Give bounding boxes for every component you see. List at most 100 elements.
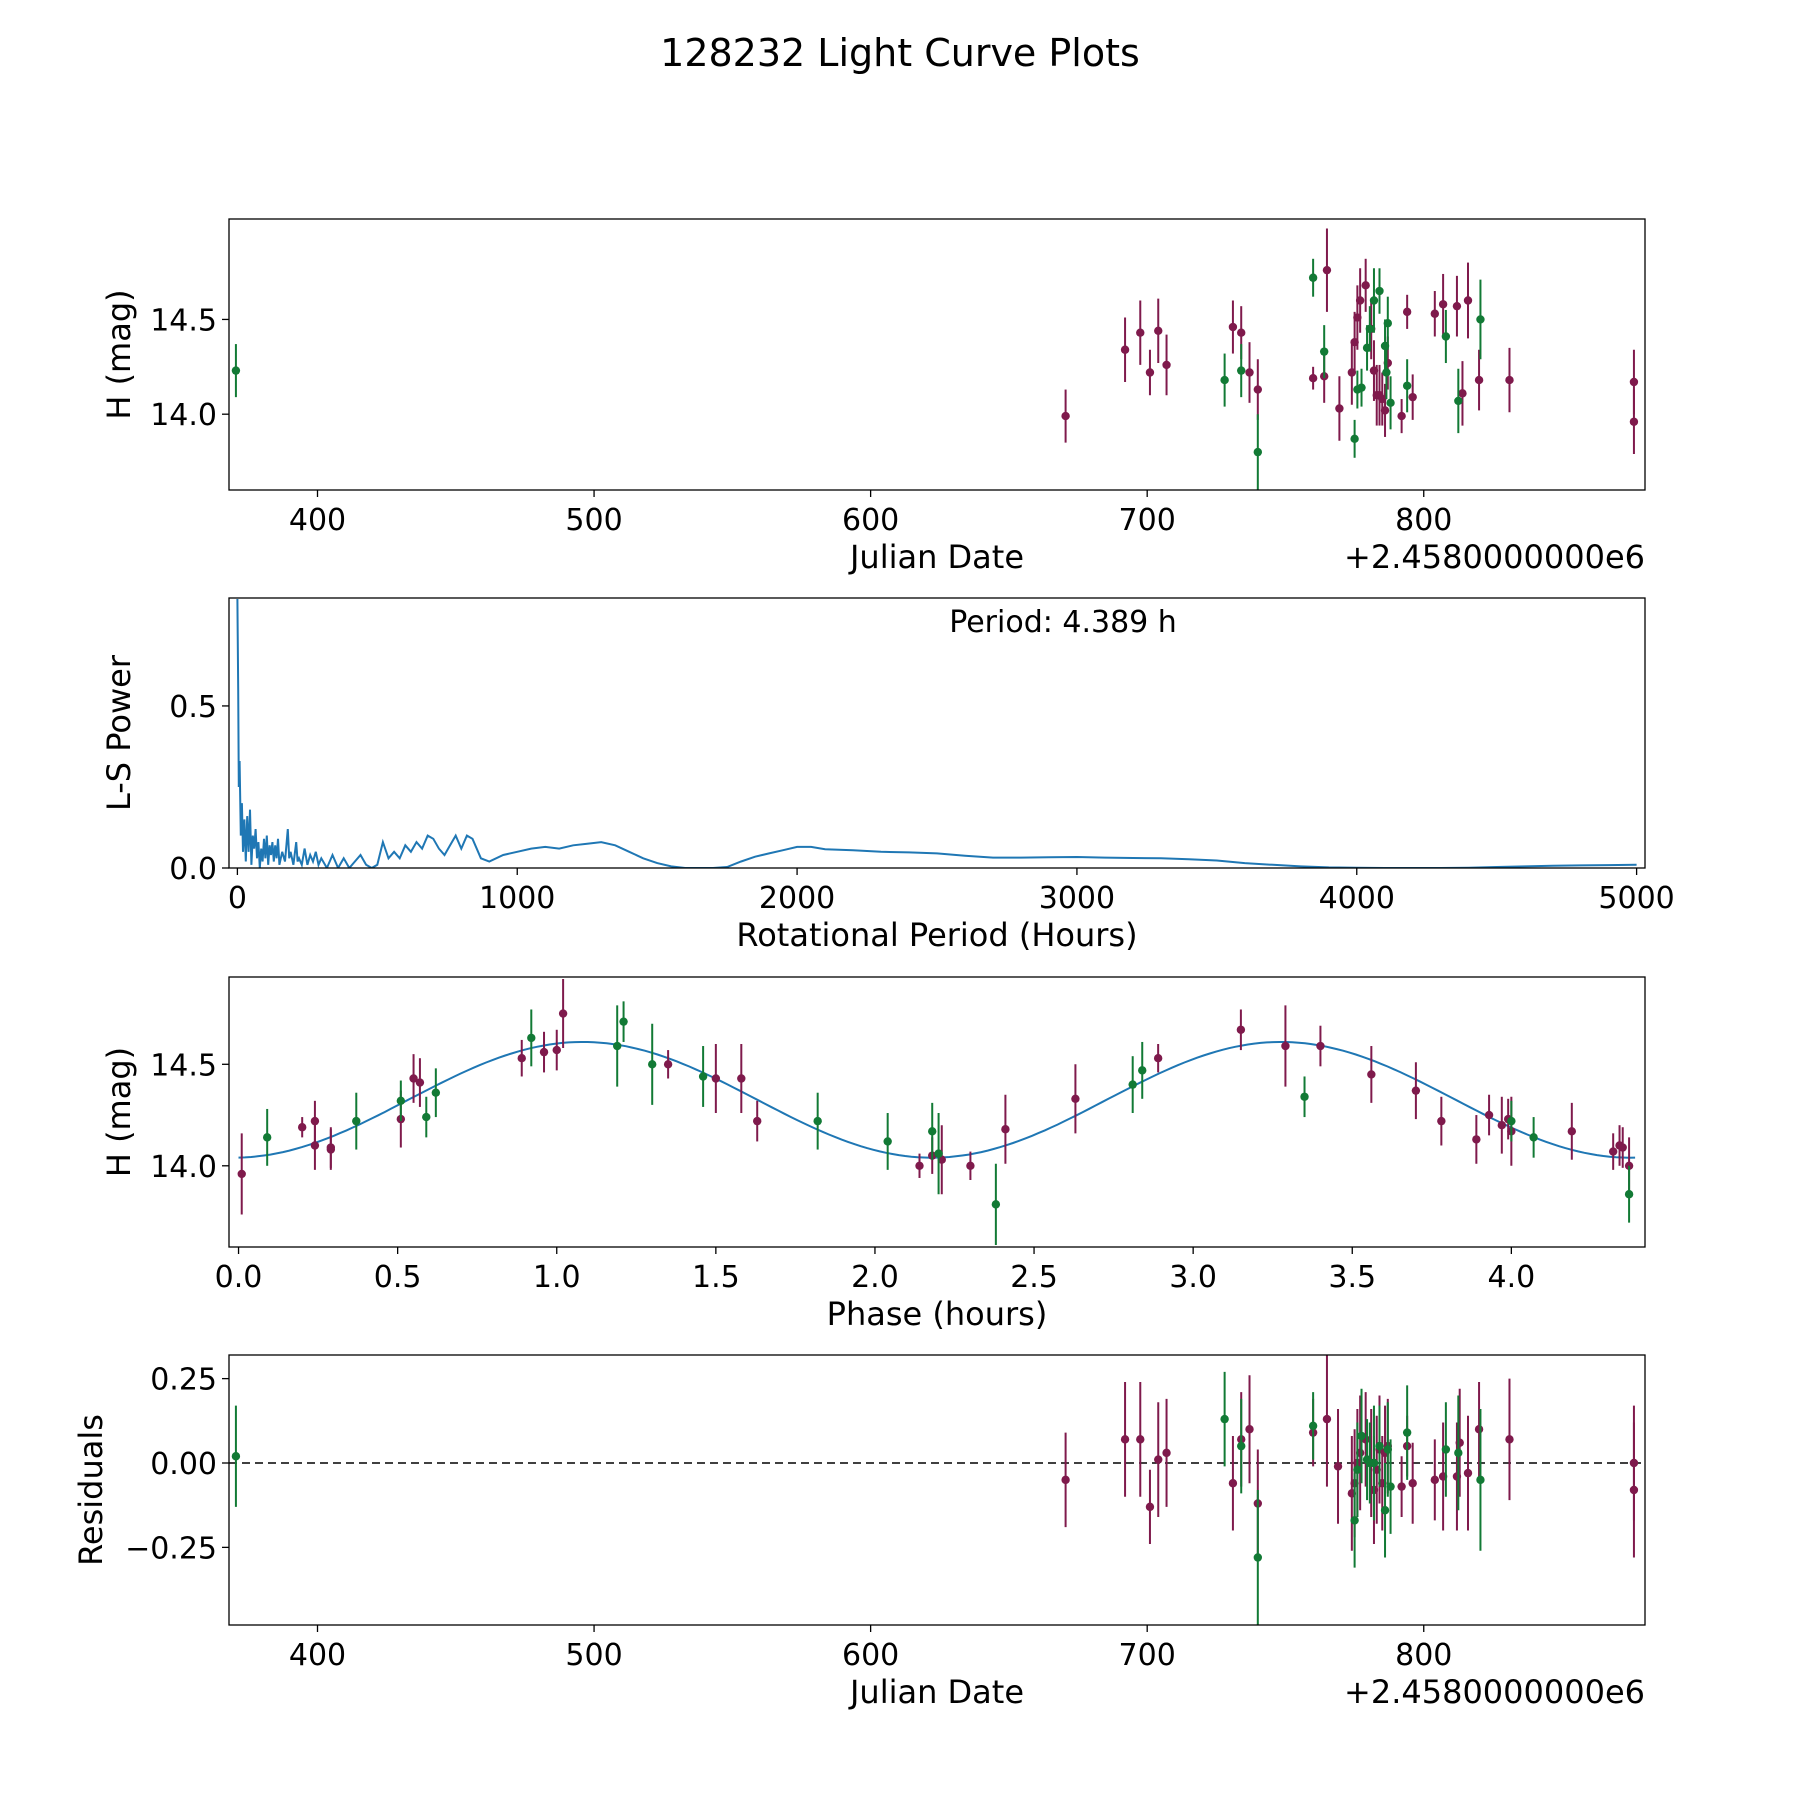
marker bbox=[1567, 1127, 1577, 1136]
x-tick-label: 5000 bbox=[1598, 881, 1674, 916]
data-point bbox=[1253, 1490, 1263, 1625]
marker bbox=[1463, 296, 1473, 305]
marker bbox=[422, 1112, 431, 1122]
marker bbox=[619, 1017, 628, 1026]
marker bbox=[1220, 1414, 1229, 1424]
y-axis-label: Residuals bbox=[72, 1414, 110, 1566]
data-point bbox=[1253, 359, 1263, 420]
data-point bbox=[1319, 325, 1329, 379]
y-axis-label: H (mag) bbox=[100, 1047, 138, 1177]
series-green bbox=[231, 1371, 1485, 1625]
marker bbox=[1463, 1468, 1473, 1478]
marker bbox=[1454, 396, 1463, 406]
marker bbox=[1145, 1502, 1155, 1512]
data-point bbox=[1438, 273, 1448, 335]
data-point bbox=[1145, 1469, 1155, 1544]
data-point bbox=[1497, 1096, 1507, 1154]
marker bbox=[1061, 411, 1070, 421]
data-point bbox=[552, 1029, 561, 1071]
data-point bbox=[1300, 1076, 1309, 1118]
marker bbox=[1408, 392, 1417, 402]
data-point bbox=[1608, 1133, 1618, 1170]
series-magenta bbox=[1061, 228, 1639, 454]
marker bbox=[237, 1169, 246, 1179]
plot-area bbox=[237, 979, 1636, 1245]
data-point bbox=[1484, 1094, 1494, 1136]
x-axis-label: Phase (hours) bbox=[827, 1295, 1048, 1333]
marker bbox=[1236, 1025, 1246, 1034]
data-point bbox=[1567, 1102, 1577, 1160]
marker bbox=[1474, 1425, 1484, 1434]
data-point bbox=[231, 344, 241, 398]
data-point bbox=[1386, 1439, 1395, 1534]
marker bbox=[1316, 1041, 1325, 1051]
x-tick-label: 2.5 bbox=[1010, 1260, 1058, 1295]
data-point bbox=[1154, 1402, 1163, 1517]
data-point bbox=[1061, 1432, 1070, 1528]
marker bbox=[1322, 265, 1332, 275]
marker bbox=[1300, 1092, 1309, 1101]
marker bbox=[1308, 373, 1318, 383]
data-point bbox=[352, 1092, 361, 1150]
marker bbox=[1228, 1479, 1238, 1488]
data-point bbox=[558, 979, 568, 1049]
marker bbox=[1220, 375, 1229, 385]
marker bbox=[1497, 1120, 1507, 1130]
data-point bbox=[1411, 1062, 1421, 1120]
marker bbox=[1375, 286, 1384, 296]
data-point bbox=[813, 1092, 822, 1150]
data-point bbox=[1380, 1463, 1390, 1558]
panel-lightcurve: 400 500 600 700 800 14.0 14.5 Julian Date H (mag… bbox=[100, 218, 1646, 576]
data-point bbox=[1322, 228, 1332, 312]
data-point bbox=[1441, 309, 1451, 364]
data-point bbox=[1335, 376, 1344, 441]
data-point bbox=[237, 1133, 246, 1215]
marker bbox=[1438, 300, 1448, 309]
marker bbox=[648, 1060, 657, 1069]
marker bbox=[1353, 1465, 1362, 1474]
x-tick-label: 3.5 bbox=[1328, 1260, 1376, 1295]
marker bbox=[262, 1133, 272, 1142]
y-tick-label: 14.5 bbox=[150, 1048, 217, 1083]
marker bbox=[1380, 1506, 1390, 1515]
data-point bbox=[1408, 1442, 1417, 1524]
marker bbox=[558, 1009, 568, 1018]
marker bbox=[1365, 324, 1375, 334]
data-point bbox=[1245, 342, 1254, 403]
data-point bbox=[517, 1039, 526, 1077]
data-point bbox=[1316, 1025, 1325, 1067]
marker bbox=[1430, 1475, 1440, 1485]
marker bbox=[1505, 375, 1514, 385]
panel-residuals: 400 500 600 700 800 0.25 0.00 −0.25 Julian Date R… bbox=[72, 1354, 1646, 1711]
marker bbox=[1624, 1190, 1634, 1199]
data-point bbox=[1430, 1439, 1440, 1521]
marker bbox=[1386, 398, 1395, 408]
periodogram-line bbox=[236, 598, 1637, 868]
marker bbox=[1369, 296, 1379, 305]
data-point bbox=[1369, 1405, 1379, 1521]
axes-frame bbox=[228, 597, 1646, 869]
data-point bbox=[737, 1043, 746, 1114]
marker bbox=[517, 1054, 526, 1063]
marker bbox=[1154, 1455, 1163, 1464]
marker bbox=[1322, 1414, 1332, 1424]
y-tick-label: 0.25 bbox=[150, 1363, 217, 1398]
marker bbox=[1382, 368, 1391, 377]
data-point bbox=[1618, 1127, 1627, 1168]
marker bbox=[1629, 1485, 1639, 1495]
data-point bbox=[1145, 349, 1155, 396]
data-point bbox=[326, 1127, 336, 1168]
marker bbox=[1476, 315, 1485, 324]
data-point bbox=[527, 1009, 536, 1067]
marker bbox=[1145, 368, 1155, 377]
marker bbox=[966, 1161, 975, 1170]
data-point bbox=[1458, 361, 1467, 426]
data-point bbox=[1071, 1064, 1080, 1134]
marker bbox=[326, 1143, 336, 1152]
data-point bbox=[262, 1108, 272, 1166]
marker bbox=[1397, 1482, 1406, 1491]
data-point bbox=[1228, 300, 1238, 354]
data-point bbox=[1361, 258, 1370, 312]
data-point bbox=[1120, 317, 1130, 382]
